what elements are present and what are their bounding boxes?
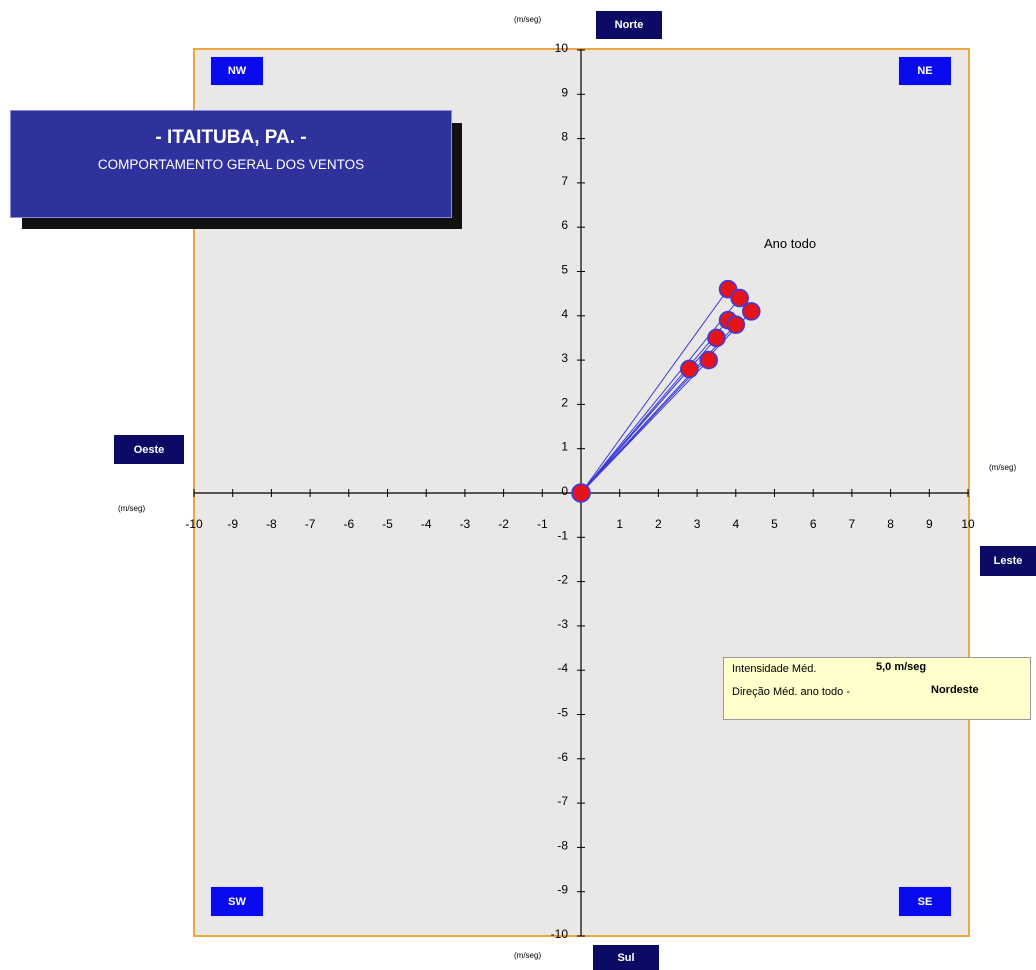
vector-point — [730, 288, 749, 308]
x-tick-label: 7 — [849, 517, 856, 531]
x-tick-label: -2 — [498, 517, 509, 531]
x-tick-label: 10 — [961, 517, 975, 531]
y-tick-label: -8 — [557, 838, 568, 852]
y-tick-label: 2 — [561, 395, 568, 409]
y-tick-label: -2 — [557, 573, 568, 587]
vector-points — [680, 279, 761, 379]
chart-subtitle: COMPORTAMENTO GERAL DOS VENTOS — [97, 157, 365, 172]
x-tick-label: -8 — [266, 517, 277, 531]
x-tick-label: -3 — [460, 517, 471, 531]
vector-point — [699, 350, 719, 370]
x-tick-label: 8 — [887, 517, 894, 531]
y-tick-label: 9 — [561, 85, 568, 99]
vector-point — [707, 328, 726, 348]
quadrant-sw-label: SW — [210, 886, 264, 917]
x-tick-label: -9 — [227, 517, 238, 531]
vector-ray — [580, 359, 710, 494]
title-panel: - ITAITUBA, PA. - COMPORTAMENTO GERAL DO… — [10, 110, 452, 218]
x-tick-label: 6 — [810, 517, 817, 531]
unit-label-bottom: (m/seg) — [514, 951, 541, 960]
x-tick-label: 4 — [732, 517, 739, 531]
y-tick-label: 3 — [561, 351, 568, 365]
y-tick-label: 8 — [561, 130, 568, 144]
x-tick-label: -1 — [537, 517, 548, 531]
quadrant-ne-label: NE — [898, 56, 952, 86]
y-tick-label: 7 — [561, 174, 568, 188]
unit-label-right: (m/seg) — [989, 463, 1016, 472]
y-tick-label: 4 — [561, 307, 568, 321]
south-label: Sul — [593, 945, 659, 970]
y-tick-label: -3 — [557, 617, 568, 631]
unit-label-top: (m/seg) — [514, 15, 541, 24]
quadrant-nw-label: NW — [210, 56, 264, 86]
unit-label-left: (m/seg) — [118, 504, 145, 513]
intensity-value: 5,0 m/seg — [876, 661, 927, 673]
west-label: Oeste — [114, 435, 184, 464]
quadrant-se-label: SE — [898, 886, 952, 917]
vector-point — [680, 359, 699, 379]
north-label: Norte — [596, 11, 662, 39]
x-tick-label: -6 — [343, 517, 354, 531]
vector-point — [726, 315, 746, 334]
y-tick-label: 0 — [561, 484, 568, 498]
x-tick-label: -10 — [185, 517, 203, 531]
intensity-label: Intensidade Méd. — [732, 663, 817, 675]
chart-title: - ITAITUBA, PA. - — [155, 127, 307, 148]
x-tick-label: 2 — [655, 517, 662, 531]
origin-point — [571, 483, 591, 503]
y-tick-label: -6 — [557, 750, 568, 764]
direction-label: Direção Méd. ano todo - — [732, 686, 851, 698]
x-tick-label: 1 — [616, 517, 623, 531]
x-tick-label: -7 — [305, 517, 316, 531]
annotation-ano-todo: Ano todo — [764, 236, 816, 251]
direction-value: Nordeste — [931, 684, 979, 696]
y-tick-label: 10 — [555, 41, 569, 55]
x-axis-ticks: -10 -9 -8 -7 -6 -5 -4 -3 -2 -1 1 2 3 4 5 6 7 8 9 10 — [185, 489, 975, 531]
x-tick-label: 9 — [926, 517, 933, 531]
y-tick-label: -9 — [557, 883, 568, 897]
y-tick-label: 6 — [561, 218, 568, 232]
y-tick-label: -7 — [557, 794, 568, 808]
y-tick-label: 1 — [561, 440, 568, 454]
vector-ray — [580, 288, 729, 494]
x-tick-label: -4 — [421, 517, 432, 531]
y-tick-label: -1 — [557, 528, 568, 542]
x-tick-label: 3 — [694, 517, 701, 531]
y-tick-label: 5 — [561, 263, 568, 277]
info-box: Intensidade Méd. 5,0 m/seg Direção Méd. … — [723, 657, 1031, 720]
y-tick-label: -5 — [557, 706, 568, 720]
x-tick-label: 5 — [771, 517, 778, 531]
vector-point — [741, 302, 761, 321]
y-tick-label: -4 — [557, 661, 568, 675]
east-label: Leste — [980, 546, 1036, 576]
vector-ray — [580, 368, 690, 494]
y-tick-label: -10 — [551, 927, 569, 941]
x-tick-label: -5 — [382, 517, 393, 531]
